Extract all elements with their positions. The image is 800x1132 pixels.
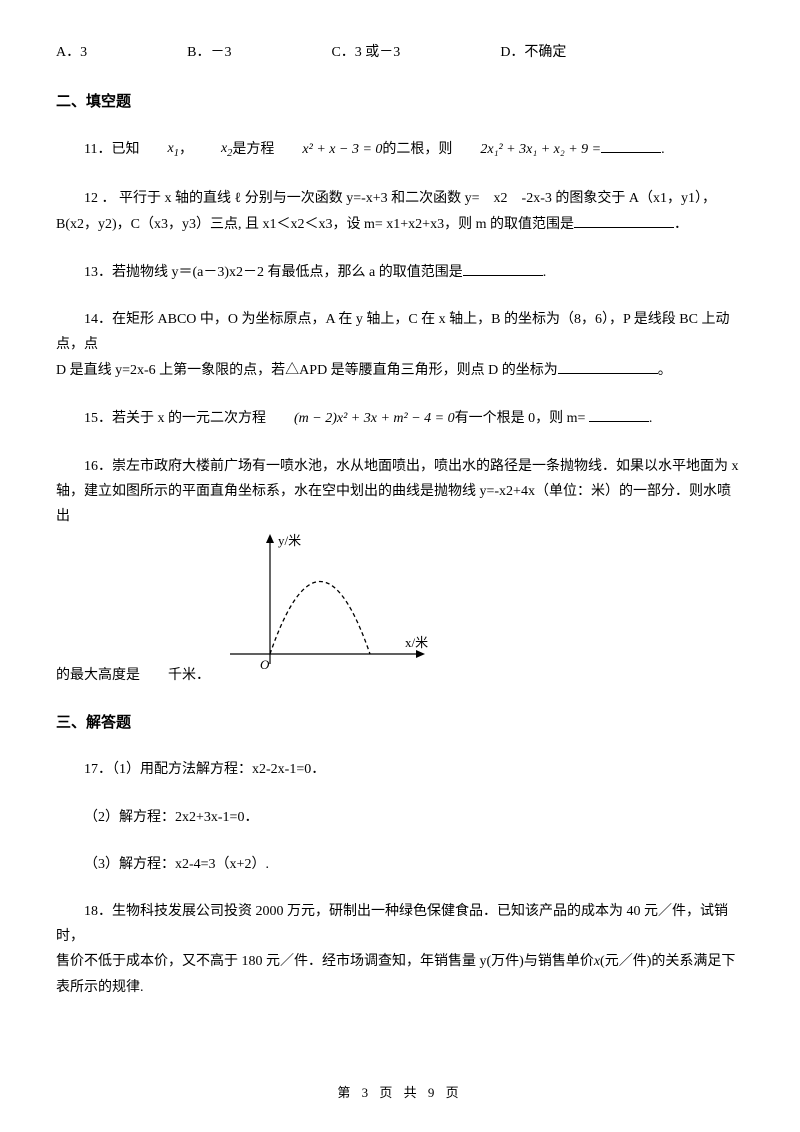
q12-text2: B(x2，y2)，C（x3，y3）三点, 且 x1＜x2＜x3，设 m= x1+… [56, 217, 574, 232]
q11-suffix: . [661, 142, 665, 157]
question-17-2: （2）解方程：2x2+3x‐1=0． [56, 805, 744, 830]
question-14: 14．在矩形 ABCO 中，O 为坐标原点，A 在 y 轴上，C 在 x 轴上，… [56, 307, 744, 383]
q15-text1: 15．若关于 x 的一元二次方程 [84, 411, 266, 426]
q12-line1: 12 ． 平行于 x 轴的直线 ℓ 分别与一次函数 y=-x+3 和二次函数 y… [56, 186, 744, 211]
option-d: D．不确定 [500, 40, 566, 65]
option-c: C．3 或－3 [331, 40, 400, 65]
question-16: 16．崇左市政府大楼前广场有一喷水池，水从地面喷出，喷出水的路径是一条抛物线．如… [56, 454, 744, 689]
q15-eq: (m − 2)x² + 3x + m² − 4 = 0 [266, 406, 455, 431]
q14-suffix: 。 [658, 363, 672, 378]
q12-suffix: ． [674, 217, 688, 232]
page-footer: 第 3 页 共 9 页 [0, 1081, 800, 1104]
question-13: 13．若抛物线 y＝(a－3)x2－2 有最低点，那么 a 的取值范围是. [56, 259, 744, 285]
q14-line1: 14．在矩形 ABCO 中，O 为坐标原点，A 在 y 轴上，C 在 x 轴上，… [56, 307, 744, 357]
q11-eq2: 2x₁² + 3x₁ + x₂ + 9 = [452, 137, 601, 162]
q14-blank [558, 357, 658, 374]
parabola-chart: O y/米 x/米 [210, 529, 440, 688]
q13-text: 13．若抛物线 y＝(a－3)x2－2 有最低点，那么 a 的取值范围是 [84, 265, 463, 280]
question-15: 15．若关于 x 的一元二次方程(m − 2)x² + 3x + m² − 4 … [56, 405, 744, 431]
svg-text:x/米: x/米 [405, 635, 428, 650]
q11-mid3: 的二根，则 [382, 142, 452, 157]
q16-line1: 16．崇左市政府大楼前广场有一喷水池，水从地面喷出，喷出水的路径是一条抛物线．如… [56, 454, 744, 479]
q11-x1: x1 [139, 136, 178, 164]
option-b: B．－3 [187, 40, 231, 65]
svg-text:O: O [260, 657, 270, 672]
q16-line2: 轴，建立如图所示的平面直角坐标系，水在空中划出的曲线是抛物线 y=‐x2+4x（… [56, 479, 744, 529]
question-options: A．3 B．－3 C．3 或－3 D．不确定 [56, 40, 744, 65]
q15-blank [589, 405, 649, 422]
q18-line2: 售价不低于成本价，又不高于 180 元／件．经市场调查知，年销售量 y(万件)与… [56, 949, 744, 974]
q11-eq1: x² + x − 3 = 0 [274, 137, 382, 162]
q18-line1: 18．生物科技发展公司投资 2000 万元，研制出一种绿色保健食品．已知该产品的… [56, 899, 744, 949]
q11-mid2: 是方程 [232, 142, 274, 157]
q11-x2: x2 [193, 136, 232, 164]
q13-blank [463, 259, 543, 276]
q16-line3: 的最大高度是 千米． O y/米 x/米 [56, 529, 744, 688]
option-a: A．3 [56, 40, 87, 65]
q12-line2: B(x2，y2)，C（x3，y3）三点, 且 x1＜x2＜x3，设 m= x1+… [56, 211, 744, 237]
q14-line2: D 是直线 y=2x‐6 上第一象限的点，若△APD 是等腰直角三角形，则点 D… [56, 357, 744, 383]
q15-suffix: . [649, 411, 653, 426]
q18-text3: (元／件)的关系满足下 [600, 954, 735, 969]
question-18: 18．生物科技发展公司投资 2000 万元，研制出一种绿色保健食品．已知该产品的… [56, 899, 744, 1000]
q11-prefix: 11．已知 [84, 142, 139, 157]
section-2-header: 二、填空题 [56, 89, 744, 116]
question-17-3: （3）解方程：x2‐4=3（x+2）. [56, 852, 744, 877]
q12-blank [574, 211, 674, 228]
q18-text2: 售价不低于成本价，又不高于 180 元／件．经市场调查知，年销售量 y(万件)与… [56, 954, 594, 969]
svg-text:y/米: y/米 [278, 533, 301, 548]
section-3-header: 三、解答题 [56, 710, 744, 737]
q15-text2: 有一个根是 0，则 m= [455, 411, 586, 426]
question-11: 11．已知x1，x2是方程x² + x − 3 = 0的二根，则2x₁² + 3… [56, 136, 744, 164]
q14-text2: D 是直线 y=2x‐6 上第一象限的点，若△APD 是等腰直角三角形，则点 D… [56, 363, 558, 378]
q18-line3: 表所示的规律. [56, 975, 744, 1000]
question-12: 12 ． 平行于 x 轴的直线 ℓ 分别与一次函数 y=-x+3 和二次函数 y… [56, 186, 744, 237]
q11-mid1: ， [179, 142, 193, 157]
q11-blank [601, 136, 661, 153]
q16-text3: 的最大高度是 千米． [56, 663, 210, 688]
q13-suffix: . [543, 265, 547, 280]
question-17-1: 17．（1）用配方法解方程：x2‐2x‐1=0． [56, 757, 744, 782]
